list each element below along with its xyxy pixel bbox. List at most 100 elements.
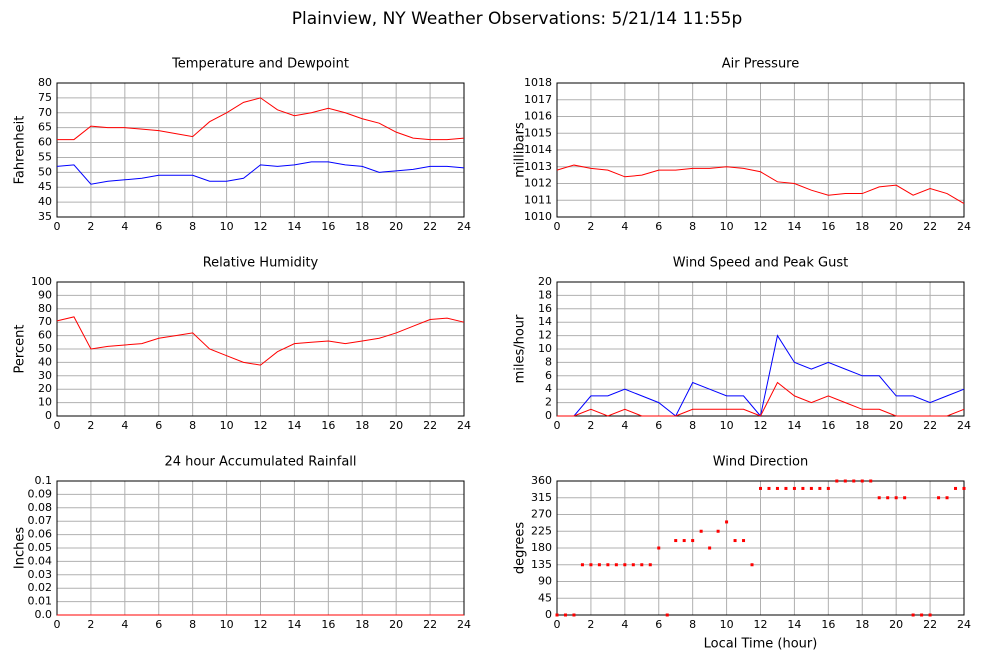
data-point [691, 539, 695, 543]
x-tick-label: 0 [554, 419, 561, 432]
y-tick-label: 20 [538, 275, 552, 288]
x-tick-label: 18 [855, 618, 869, 631]
data-point [818, 486, 822, 490]
y-tick-label: 70 [38, 106, 52, 119]
x-tick-label: 0 [54, 220, 61, 233]
data-point [784, 486, 788, 490]
y-tick-label: 1014 [524, 143, 552, 156]
data-point [826, 486, 830, 490]
data-point [954, 486, 958, 490]
y-tick-label: 1016 [524, 110, 552, 123]
x-tick-label: 20 [389, 618, 403, 631]
x-tick-label: 2 [87, 220, 94, 233]
data-point [937, 496, 941, 500]
data-point [767, 486, 771, 490]
data-point [597, 563, 601, 567]
x-tick-label: 4 [121, 220, 128, 233]
x-tick-label: 10 [220, 618, 234, 631]
data-line [56, 316, 465, 366]
data-point [555, 613, 559, 617]
x-tick-label: 22 [923, 419, 937, 432]
data-point [563, 613, 567, 617]
data-point [775, 486, 779, 490]
x-tick-label: 24 [457, 618, 471, 631]
data-point [725, 520, 729, 524]
y-tick-label: 14 [538, 315, 552, 328]
data-point [640, 563, 644, 567]
y-tick-label: 10 [538, 342, 552, 355]
x-tick-label: 6 [655, 220, 662, 233]
y-tick-label: 60 [38, 136, 52, 149]
y-tick-label: 0.05 [28, 541, 53, 554]
x-tick-label: 18 [355, 618, 369, 631]
x-tick-label: 12 [754, 618, 768, 631]
data-point [877, 496, 881, 500]
y-tick-label: 0.06 [28, 528, 53, 541]
x-tick-label: 18 [855, 220, 869, 233]
x-tick-label: 12 [754, 419, 768, 432]
data-point [708, 546, 712, 550]
x-tick-label: 6 [155, 220, 162, 233]
x-tick-label: 18 [855, 419, 869, 432]
y-tick-label: 0.0 [35, 608, 53, 621]
y-tick-label: 360 [531, 474, 552, 487]
data-line [56, 161, 465, 185]
y-tick-label: 70 [38, 315, 52, 328]
panel-title: Relative Humidity [203, 256, 319, 271]
x-tick-label: 16 [321, 220, 335, 233]
y-tick-label: 12 [538, 329, 552, 342]
data-point [589, 563, 593, 567]
y-tick-label: 0.09 [28, 487, 53, 500]
y-axis-label: Fahrenheit [13, 116, 28, 185]
x-tick-label: 14 [287, 618, 301, 631]
x-tick-label: 8 [189, 618, 196, 631]
x-tick-label: 8 [689, 618, 696, 631]
x-tick-label: 24 [957, 419, 971, 432]
y-tick-label: 90 [38, 288, 52, 301]
x-tick-label: 12 [754, 220, 768, 233]
data-point [903, 496, 907, 500]
x-tick-label: 0 [554, 618, 561, 631]
x-tick-label: 12 [254, 618, 268, 631]
data-point [733, 539, 737, 543]
y-tick-label: 0.07 [28, 514, 53, 527]
x-tick-label: 24 [457, 220, 471, 233]
data-line [556, 164, 965, 205]
data-point [894, 496, 898, 500]
data-point [648, 563, 652, 567]
data-point [699, 529, 703, 533]
y-tick-label: 1018 [524, 76, 552, 89]
y-tick-label: 8 [545, 355, 552, 368]
y-tick-label: 55 [38, 150, 52, 163]
data-point [742, 539, 746, 543]
y-tick-label: 10 [38, 396, 52, 409]
y-tick-label: 80 [38, 302, 52, 315]
plot-frame [556, 82, 965, 218]
x-tick-label: 20 [389, 220, 403, 233]
y-tick-label: 0.1 [35, 474, 53, 487]
x-tick-label: 8 [189, 419, 196, 432]
x-tick-label: 10 [720, 618, 734, 631]
data-point [750, 563, 754, 567]
data-point [809, 486, 813, 490]
x-tick-label: 18 [355, 419, 369, 432]
y-tick-label: 40 [38, 355, 52, 368]
y-tick-label: 45 [538, 591, 552, 604]
x-tick-label: 16 [321, 618, 335, 631]
x-tick-label: 4 [621, 220, 628, 233]
data-point [665, 613, 669, 617]
x-tick-label: 8 [689, 220, 696, 233]
x-tick-label: 22 [423, 618, 437, 631]
y-tick-label: 65 [38, 121, 52, 134]
x-tick-label: 10 [220, 220, 234, 233]
y-tick-label: 1011 [524, 193, 552, 206]
x-tick-label: 10 [720, 220, 734, 233]
data-point [852, 479, 856, 483]
data-point [657, 546, 661, 550]
data-point [792, 486, 796, 490]
y-axis-label: Percent [13, 325, 28, 374]
y-tick-label: 225 [531, 524, 552, 537]
plot-frame [56, 82, 465, 218]
y-tick-label: 20 [38, 382, 52, 395]
panel-title: 24 hour Accumulated Rainfall [164, 455, 356, 470]
